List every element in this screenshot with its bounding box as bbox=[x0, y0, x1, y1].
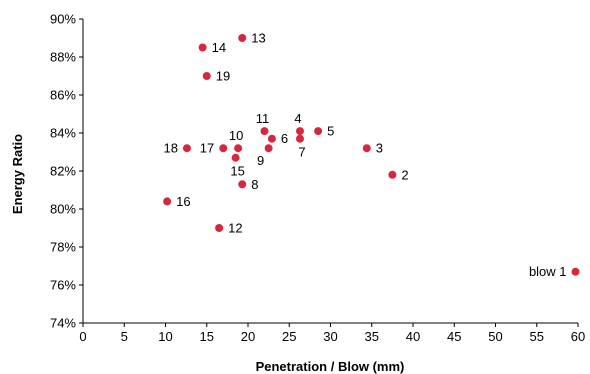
point-label: 14 bbox=[212, 40, 226, 55]
point-label: 11 bbox=[256, 111, 270, 126]
axes bbox=[79, 18, 579, 327]
x-tick-label: 0 bbox=[79, 329, 86, 344]
x-tick-label: 50 bbox=[488, 329, 502, 344]
x-tick-label: 25 bbox=[282, 329, 296, 344]
x-tick-label: 5 bbox=[121, 329, 128, 344]
point-label: 7 bbox=[298, 145, 305, 160]
data-point bbox=[267, 134, 276, 143]
data-point bbox=[234, 144, 243, 153]
y-tick-label: 76% bbox=[50, 278, 76, 293]
point-label: 3 bbox=[376, 141, 383, 156]
x-tick-label: 45 bbox=[447, 329, 461, 344]
data-point bbox=[202, 72, 211, 80]
y-axis-title: Energy Ratio bbox=[10, 134, 25, 214]
data-point bbox=[295, 127, 304, 136]
point-label: 2 bbox=[401, 167, 408, 182]
point-label: 16 bbox=[176, 194, 190, 209]
data-point bbox=[238, 34, 247, 42]
y-tick-label: 86% bbox=[50, 88, 76, 103]
x-tick-label: 20 bbox=[241, 329, 255, 344]
data-point bbox=[238, 180, 247, 189]
y-tick-label: 80% bbox=[50, 202, 76, 217]
y-tick-label: 78% bbox=[50, 240, 76, 255]
data-point bbox=[571, 267, 580, 276]
point-label: blow 1 bbox=[529, 264, 567, 279]
data-point bbox=[219, 144, 228, 153]
point-label: 18 bbox=[163, 141, 177, 156]
data-points bbox=[163, 34, 580, 276]
point-label: 6 bbox=[281, 131, 288, 146]
data-point bbox=[388, 170, 397, 179]
point-labels: blow 1 2 3 4 5 67 8 9 10 11 12 13 14 15 16 17 18 19 bbox=[163, 31, 566, 280]
point-label: 8 bbox=[251, 177, 258, 192]
data-point bbox=[362, 144, 371, 153]
x-tick-label: 10 bbox=[158, 329, 172, 344]
x-tick-label: 30 bbox=[323, 329, 337, 344]
point-label: 12 bbox=[228, 221, 242, 236]
point-label: 15 bbox=[230, 164, 244, 179]
data-point bbox=[314, 127, 323, 136]
x-tick-label: 60 bbox=[571, 329, 585, 344]
tick-labels: 0 5 10 15 20 25 30 35 40 45 50 55 6074%76%78%80%82%8… bbox=[50, 12, 585, 345]
point-label: 17 bbox=[200, 141, 214, 156]
point-label: 13 bbox=[251, 31, 265, 46]
data-point bbox=[231, 153, 240, 162]
data-point bbox=[260, 127, 269, 136]
x-axis-title: Penetration / Blow (mm) bbox=[256, 359, 405, 374]
x-tick-label: 35 bbox=[365, 329, 379, 344]
y-tick-label: 82% bbox=[50, 164, 76, 179]
point-label: 9 bbox=[257, 153, 264, 168]
x-tick-label: 40 bbox=[406, 329, 420, 344]
x-tick-label: 15 bbox=[200, 329, 214, 344]
data-point bbox=[182, 144, 191, 153]
data-point bbox=[295, 134, 304, 143]
point-label: 10 bbox=[229, 128, 243, 143]
y-tick-label: 74% bbox=[50, 316, 76, 331]
y-tick-label: 84% bbox=[50, 126, 76, 141]
data-point bbox=[264, 144, 273, 153]
point-label: 19 bbox=[216, 69, 230, 84]
data-point bbox=[215, 224, 224, 232]
data-point bbox=[198, 43, 207, 52]
y-tick-label: 88% bbox=[50, 50, 76, 65]
y-tick-label: 90% bbox=[50, 12, 76, 27]
point-label: 5 bbox=[327, 124, 334, 139]
data-point bbox=[163, 197, 172, 206]
x-tick-label: 55 bbox=[530, 329, 544, 344]
point-label: 4 bbox=[294, 111, 301, 126]
